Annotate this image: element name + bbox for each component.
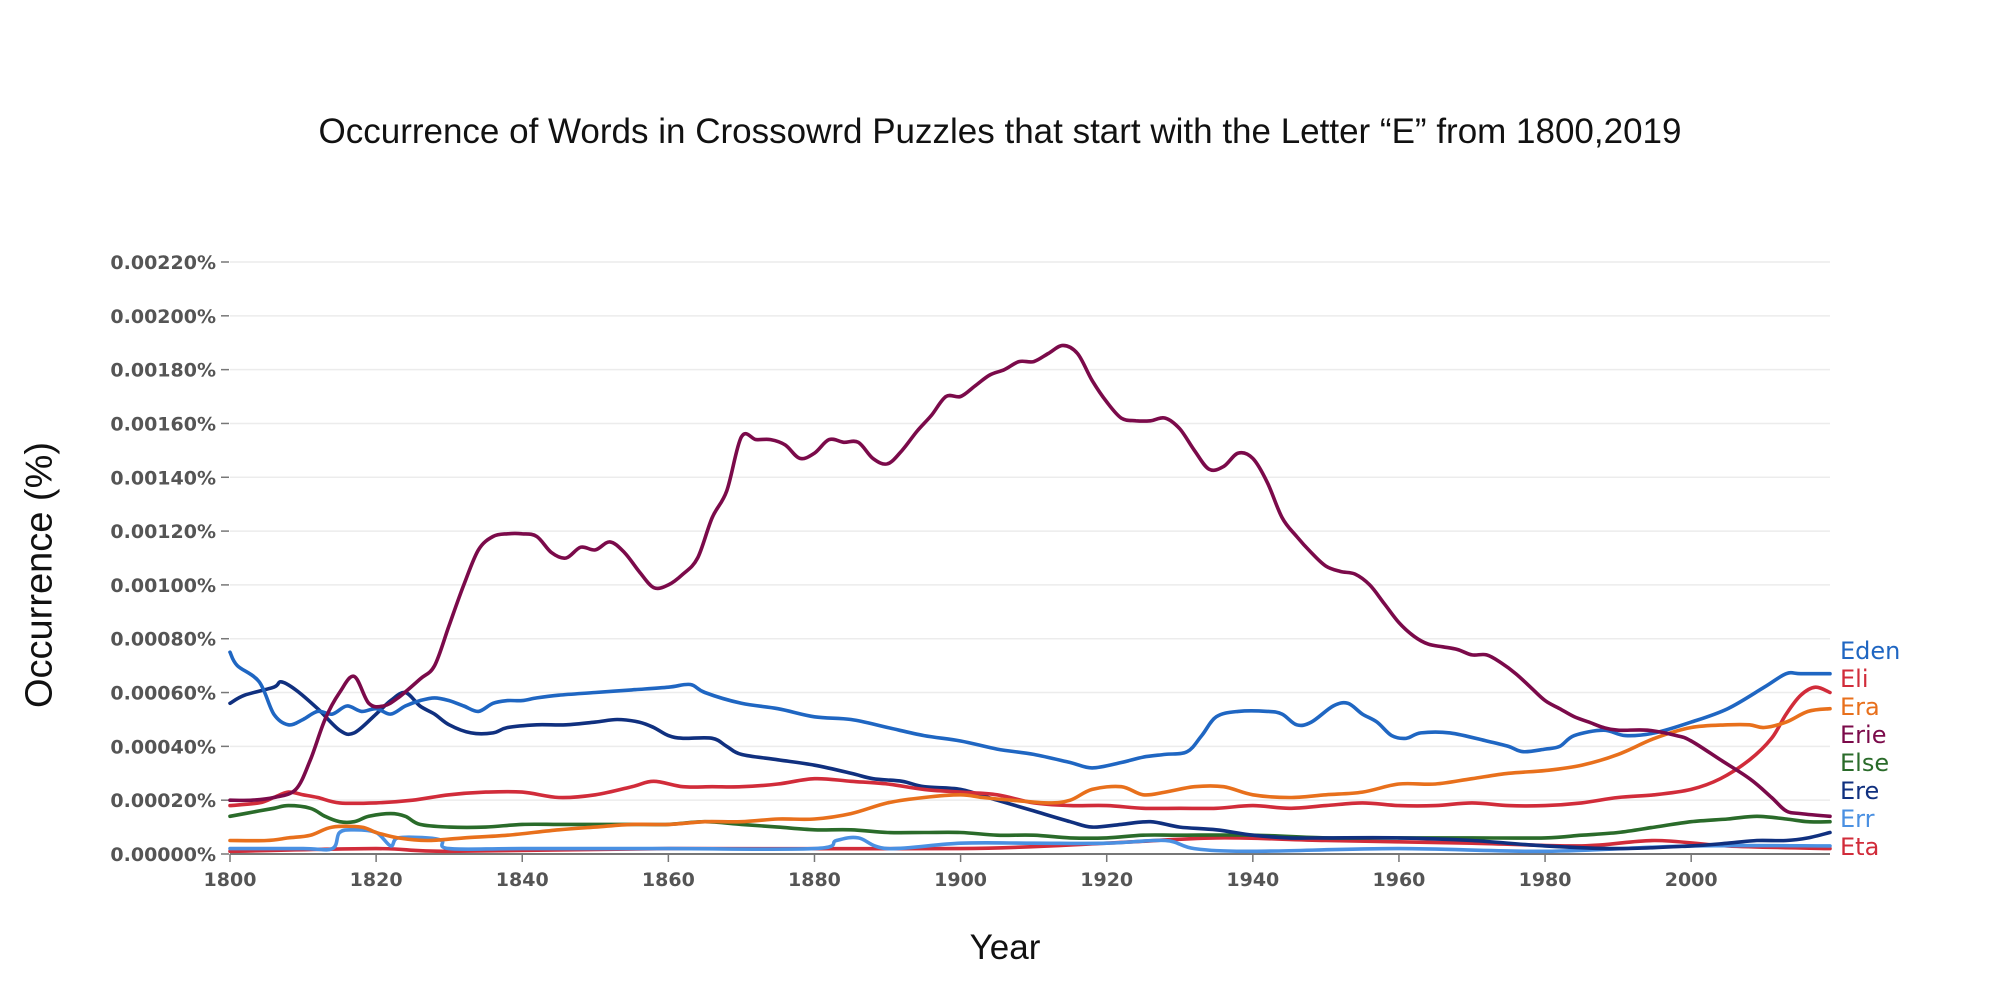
x-tick-label: 1920 (1080, 869, 1133, 891)
y-tick-label: 0.00200% (110, 306, 216, 328)
x-tick-label: 1860 (642, 869, 695, 891)
series-line-ere[interactable] (228, 679, 1832, 851)
y-tick-label: 0.00000% (110, 844, 216, 866)
x-tick-label: 1800 (204, 869, 257, 891)
y-tick-label: 0.00120% (110, 521, 216, 543)
legend-label-ere: Ere (1840, 777, 1879, 805)
legend-label-eden: Eden (1840, 637, 1900, 665)
series-line-era[interactable] (228, 706, 1832, 843)
y-tick-label: 0.00020% (110, 790, 216, 812)
legend-label-eli: Eli (1840, 665, 1869, 693)
y-tick-label: 0.00140% (110, 467, 216, 489)
y-tick-label: 0.00220% (110, 252, 216, 274)
gridlines (230, 261, 1830, 801)
axes: 0.00000% 0.00020% 0.00040% 0.00060% 0.00080%… (110, 252, 1830, 891)
y-tick-label: 0.00180% (110, 360, 216, 382)
y-tick-label: 0.00060% (110, 683, 216, 705)
x-axis-label: Year (969, 928, 1041, 967)
y-tick-label: 0.00100% (110, 575, 216, 597)
series-line-eli[interactable] (228, 685, 1832, 811)
y-tick-label: 0.00040% (110, 736, 216, 758)
x-tick-label: 1840 (496, 869, 549, 891)
x-tick-label: 1900 (934, 869, 987, 891)
legend-label-erie: Erie (1840, 721, 1886, 749)
y-tick-label: 0.00080% (110, 629, 216, 651)
x-tick-label: 1820 (350, 869, 403, 891)
x-tick-label: 2000 (1665, 869, 1718, 891)
series-line-else[interactable] (228, 803, 1832, 840)
chart-title: Occurrence of Words in Crossowrd Puzzles… (318, 112, 1682, 151)
legend-label-era: Era (1840, 693, 1880, 721)
x-tick-label: 1960 (1373, 869, 1426, 891)
legend-label-eta: Eta (1840, 833, 1879, 861)
x-tick-label: 1980 (1519, 869, 1572, 891)
y-tick-label: 0.00160% (110, 413, 216, 435)
series-line-erie[interactable] (228, 343, 1832, 819)
series-line-eden[interactable] (228, 650, 1832, 770)
x-tick-label: 1880 (788, 869, 841, 891)
legend-label-else: Else (1840, 749, 1889, 777)
legend-label-err: Err (1840, 805, 1875, 833)
x-tick-label: 1940 (1226, 869, 1279, 891)
series-lines (228, 343, 1832, 854)
